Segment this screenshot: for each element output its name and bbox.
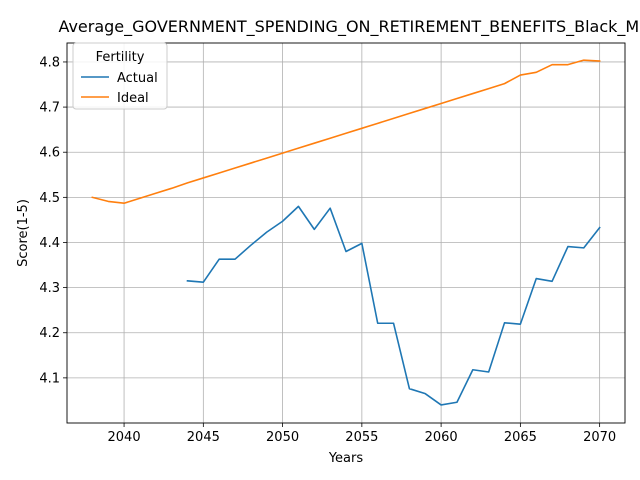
x-tick-label: 2050 — [266, 430, 299, 445]
legend-label-ideal: Ideal — [117, 91, 149, 106]
legend-label-actual: Actual — [117, 71, 158, 86]
x-tick-label: 2045 — [187, 430, 220, 445]
series-line-actual — [186, 205, 601, 406]
x-tick-label: 2070 — [583, 430, 616, 445]
series-line-ideal — [91, 59, 601, 205]
legend-box — [72, 42, 168, 110]
x-tick-label: 2040 — [108, 430, 141, 445]
y-tick-label: 4.2 — [39, 326, 60, 341]
y-axis: 4.1 4.2 4.3 4.4 4.5 4.6 4.7 4.8 — [39, 55, 67, 386]
legend-title: Fertility — [96, 50, 145, 65]
x-axis-label: Years — [328, 451, 364, 466]
x-tick-label: 2055 — [345, 430, 378, 445]
grid — [67, 43, 625, 423]
y-tick-label: 4.6 — [39, 146, 60, 161]
y-axis-label: Score(1-5) — [16, 199, 31, 267]
legend: Fertility Actual Ideal — [72, 42, 168, 110]
y-tick-label: 4.5 — [39, 191, 60, 206]
y-tick-label: 4.4 — [39, 236, 60, 251]
chart-title: Average_GOVERNMENT_SPENDING_ON_RETIREMEN… — [58, 17, 640, 37]
plot-frame — [66, 42, 626, 424]
y-tick-label: 4.7 — [39, 101, 60, 116]
x-tick-label: 2065 — [504, 430, 537, 445]
x-tick-label: 2060 — [425, 430, 458, 445]
y-tick-label: 4.3 — [39, 281, 60, 296]
y-tick-label: 4.1 — [39, 371, 60, 386]
x-axis: 2040 2045 2050 2055 2060 2065 2070 — [108, 423, 616, 445]
series-group — [91, 59, 601, 406]
y-tick-label: 4.8 — [39, 55, 60, 70]
